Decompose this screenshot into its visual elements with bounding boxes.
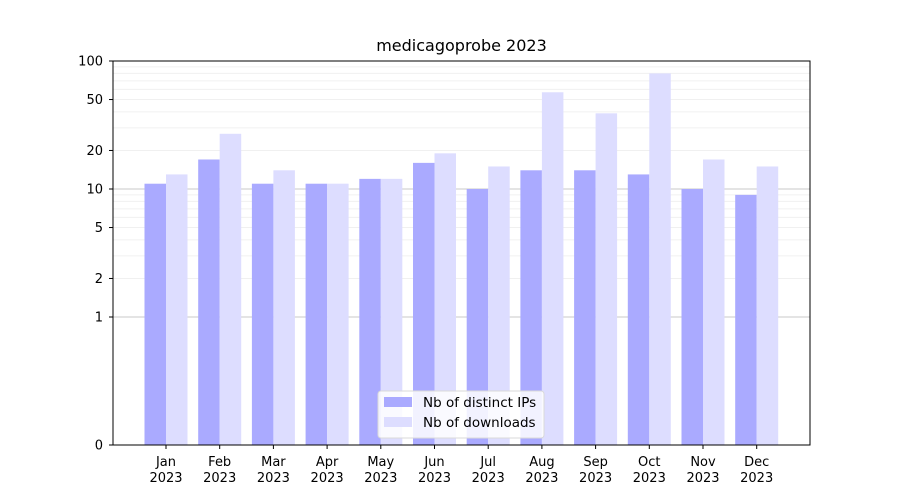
bar-downloads [273,170,295,446]
y-tick-label: 1 [95,311,103,326]
bar-ips [359,178,381,445]
x-tick-label: Oct 2023 [633,455,666,486]
x-tick-label: Jan 2023 [149,455,182,486]
bar-ips [627,174,650,445]
y-tick-label: 0 [95,439,103,454]
legend: Nb of distinct IPs Nb of downloads [377,390,545,439]
x-axis: Jan 2023 Feb 2023 Mar 2023 Apr 2023 May 2023 Jun 20… [149,445,773,486]
bar-downloads [434,153,456,446]
y-tick-label: 100 [78,55,103,70]
bar-downloads [595,113,618,446]
y-tick-label: 50 [86,93,103,108]
bar-ips [305,183,328,446]
legend-label: Nb of distinct IPs [423,395,536,411]
bar-downloads [327,183,349,446]
y-axis: 0 1 2 5 10 20 50 100 [78,55,113,454]
bars [144,73,779,446]
bar-ips [574,170,596,446]
legend-label: Nb of downloads [423,415,536,431]
x-tick-label: Feb 2023 [203,455,236,486]
y-tick-label: 5 [95,221,103,236]
bar-ips [413,162,435,446]
bar-ips [520,170,542,446]
bar-downloads [219,133,242,445]
bar-downloads [166,174,188,445]
bar-downloads [756,166,779,445]
x-tick-label: Dec 2023 [740,455,773,486]
bar-ips [681,189,703,445]
x-tick-label: Jul 2023 [472,455,505,486]
legend-swatch [384,397,412,407]
x-tick-label: Nov 2023 [686,455,719,486]
x-tick-label: Mar 2023 [257,455,290,486]
chart-title: medicagoprobe 2023 [376,36,547,55]
y-tick-label: 10 [86,183,103,198]
x-tick-label: Apr 2023 [311,455,344,486]
legend-box [377,390,545,439]
bar-ips [251,183,274,446]
legend-swatch [384,417,412,427]
x-tick-label: Jun 2023 [418,455,451,486]
x-tick-label: May 2023 [364,455,397,486]
bar-ips [466,189,489,445]
bar-downloads [488,166,510,445]
y-tick-label: 2 [95,272,103,287]
bar-downloads [541,92,564,445]
bar-downloads [649,73,671,445]
bar-ips [735,194,757,445]
bar-ips [144,183,166,446]
bar-ips [198,159,220,445]
y-tick-label: 20 [86,144,103,159]
x-tick-label: Sep 2023 [579,455,612,486]
x-tick-label: Aug 2023 [525,455,558,486]
plot-frame [112,60,811,446]
bar-downloads [380,178,403,445]
bar-downloads [703,159,725,445]
